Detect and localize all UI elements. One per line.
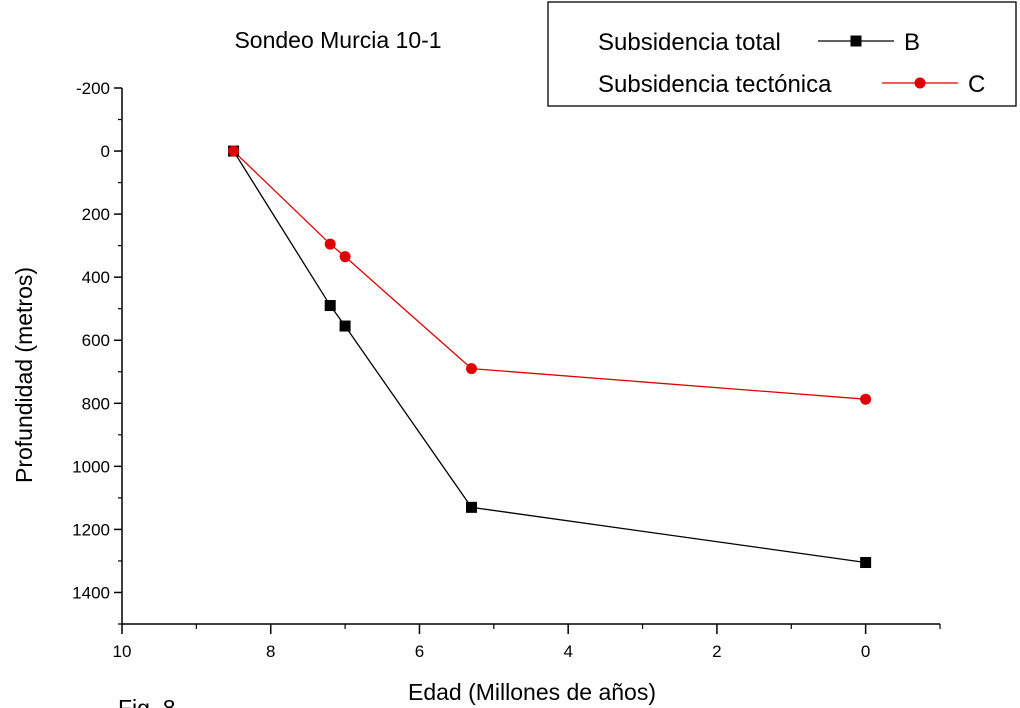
data-point-B [339,320,351,332]
y-tick-label: 1200 [72,520,110,539]
y-tick-label: 1400 [72,583,110,602]
x-axis: 10 8 6 4 2 0 [113,623,941,661]
legend-series-name: C [968,71,985,98]
chart-title: Sondeo Murcia 10-1 [234,27,441,53]
data-point-C [324,238,336,250]
legend-box [547,1,1017,107]
y-tick-label: -200 [76,79,110,98]
y-tick-label: 1000 [72,457,110,476]
legend-marker [850,35,862,47]
legend-marker [914,77,926,89]
y-axis: -200 0 200 400 600 800 1000 1200 1400 [72,79,123,625]
y-tick-label: 0 [101,142,110,161]
series-line-C [233,150,866,400]
series-line-B [232,150,866,564]
x-tick-label: 10 [113,642,132,661]
y-tick-label: 400 [82,268,110,287]
legend-series-name: B [904,29,920,56]
figure-caption: Fig. 8 [118,695,176,708]
data-point-C [860,393,872,405]
data-point-C [466,363,478,375]
legend-label: Subsidencia tectónica [598,71,832,98]
data-point-C [339,251,351,263]
data-point-B [324,300,336,312]
y-tick-label: 200 [82,205,110,224]
x-tick-label: 8 [266,642,275,661]
x-tick-label: 0 [861,642,870,661]
y-tick-label: 600 [82,331,110,350]
x-tick-label: 6 [415,642,424,661]
y-tick-label: 800 [82,394,110,413]
x-axis-title: Edad (Millones de años) [408,679,656,705]
data-point-C [228,145,240,157]
y-axis-title: Profundidad (metros) [11,267,37,483]
x-tick-label: 2 [712,642,721,661]
legend: Subsidencia total B Subsidencia tectónica C [547,1,1017,107]
data-point-B [860,557,872,569]
data-point-B [466,501,478,513]
legend-label: Subsidencia total [598,29,781,56]
x-tick-label: 4 [563,642,572,661]
series-layer [228,145,872,569]
